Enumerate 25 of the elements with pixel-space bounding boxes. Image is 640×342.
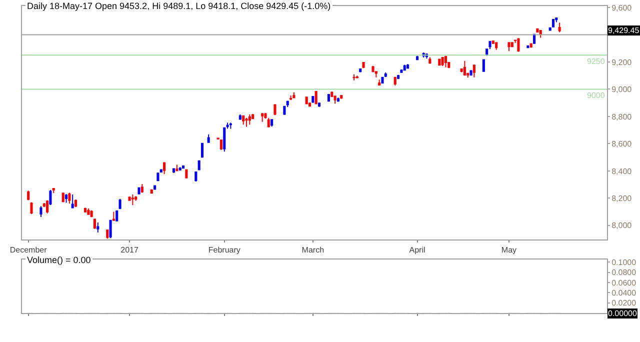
chart-title: Volume() = 0.00 (27, 255, 91, 265)
x-tick-label: December (10, 245, 48, 254)
y-tick-label: 0.1000 (612, 258, 637, 267)
y-tick-label: 8,000 (612, 221, 632, 230)
y-tick-label: 8,400 (612, 166, 632, 176)
x-tick-label: 2017 (120, 245, 139, 254)
y-tick-label: 8,800 (612, 112, 632, 122)
y-tick-label: 9,600 (612, 3, 632, 12)
y-tick-label: 8,200 (612, 194, 632, 203)
text: 0.00000 (608, 309, 638, 318)
y-tick-label: 0.0400 (612, 288, 637, 298)
y-tick-label: 8,600 (612, 140, 632, 148)
y-tick-label: 9,000 (612, 85, 632, 94)
x-tick-label: March (302, 245, 324, 254)
ref-line-label: 9000 (587, 91, 606, 100)
x-tick-label: April (409, 245, 426, 254)
chart-title: Daily 18-May-17 Open 9453.2, Hi 9489.1, Lo 9418.1, Close 9429.45 (-1.0%) (27, 1, 331, 11)
x-tick-label: May (501, 245, 517, 254)
y-tick-label: 0.0200 (612, 298, 637, 308)
x-tick-label: February (208, 245, 240, 254)
ref-line-label: 9250 (587, 57, 606, 66)
y-tick-label: 0.0800 (612, 268, 637, 278)
text: 9,429.45 (608, 26, 640, 35)
y-tick-label: 9,200 (612, 58, 632, 67)
y-tick-label: 0.0600 (612, 278, 637, 288)
